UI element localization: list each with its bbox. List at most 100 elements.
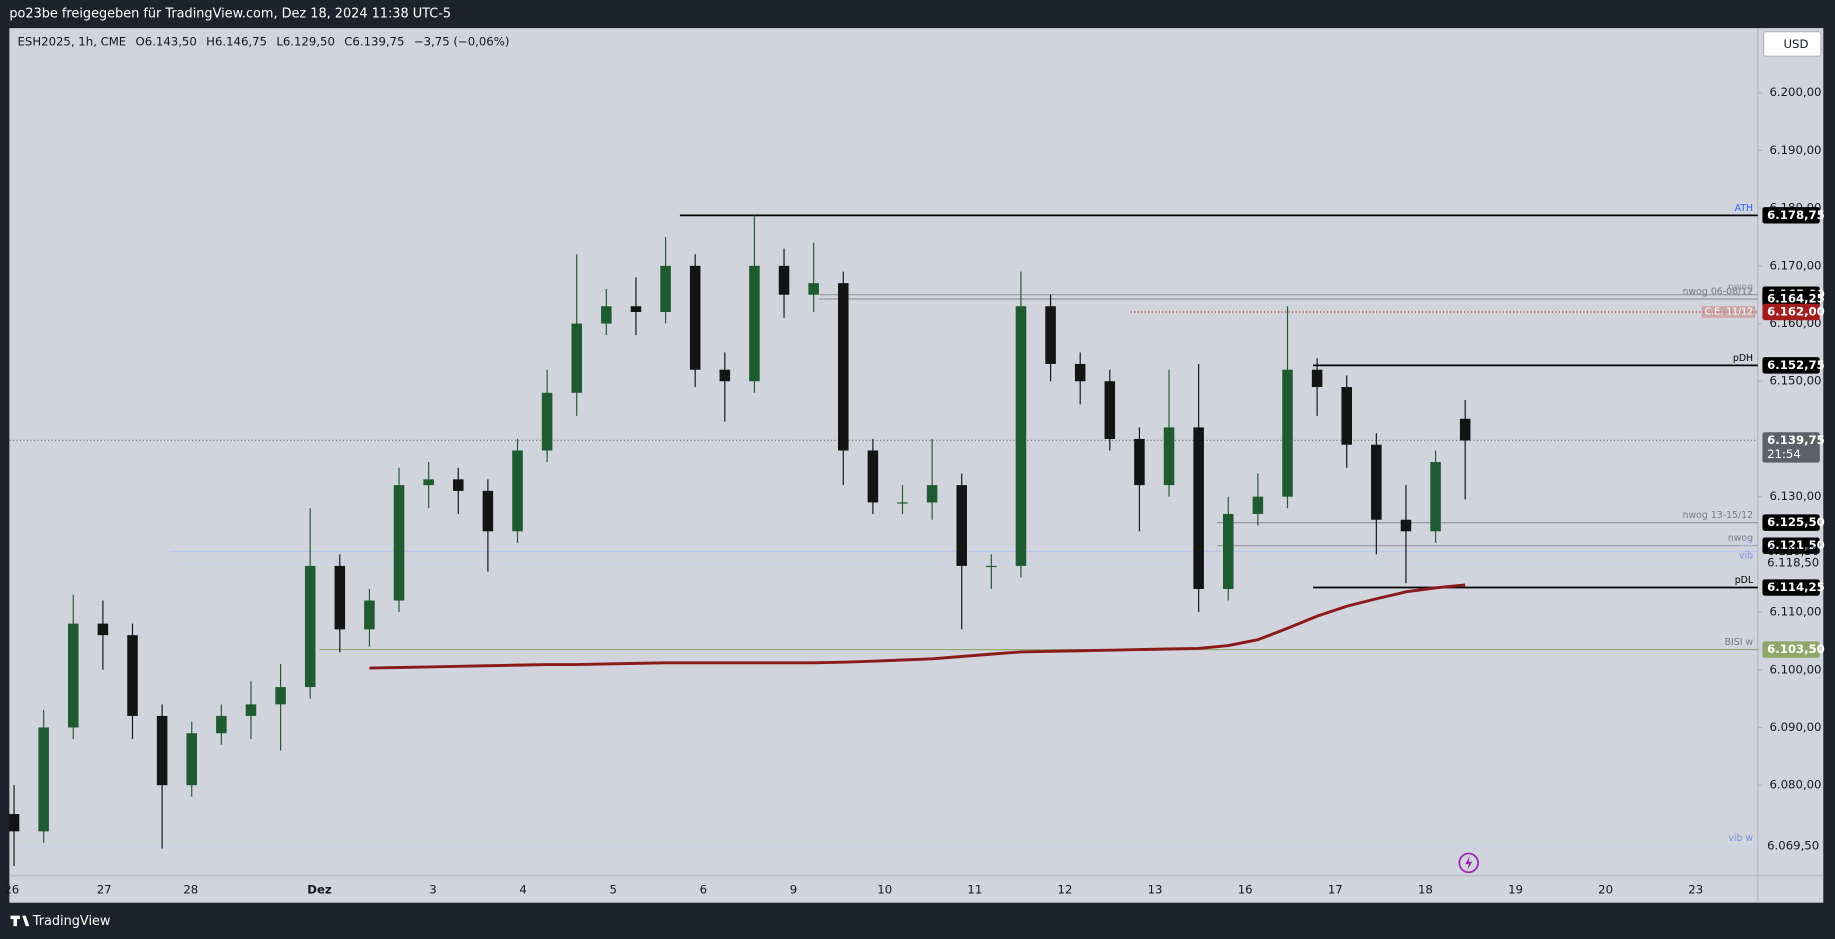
header-item: −3,75 (−0,06%) — [414, 35, 510, 49]
symbol-header: ESH2025, 1h, CME O6.143,50 H6.146,75 L6.129… — [18, 35, 510, 49]
price-tag-label: 6.114,25 — [1767, 580, 1825, 594]
x-tick-label: 10 — [877, 882, 892, 896]
brand: TradingView — [32, 914, 111, 929]
x-tick-label: 27 — [97, 882, 112, 896]
price-tag-label: 6.120,50 — [1767, 544, 1819, 558]
price-tag — [1762, 207, 1820, 224]
x-tick-label: 20 — [1598, 882, 1613, 896]
candle-body — [275, 687, 286, 705]
header-item: ESH2025, 1h, CME — [18, 35, 127, 49]
y-tick-label: 6.170,00 — [1769, 258, 1821, 272]
price-tag — [1762, 641, 1820, 658]
candle-body — [1163, 427, 1175, 486]
x-tick-label: Dez — [307, 882, 332, 896]
y-tick-label: 6.100,00 — [1769, 662, 1821, 676]
alert-icon[interactable] — [1458, 852, 1479, 874]
moving-average — [369, 583, 1466, 670]
level-label: pDH — [1733, 353, 1753, 364]
header-item: H6.146,75 — [206, 35, 267, 49]
candle-body — [512, 450, 523, 532]
price-tag-label: 6.152,75 — [1767, 358, 1825, 372]
currency-button[interactable] — [1763, 31, 1822, 57]
level-label: nwog — [1728, 533, 1753, 544]
x-tick-label: 6 — [700, 882, 707, 896]
candle-body — [1104, 381, 1116, 439]
price-tag — [1762, 357, 1820, 374]
y-tick-label: 6.190,00 — [1769, 143, 1821, 157]
x-tick-label: 19 — [1508, 882, 1523, 896]
level-label: BISI w — [1725, 637, 1754, 648]
x-tick-label: 5 — [610, 882, 617, 896]
x-tick-label: 12 — [1058, 882, 1073, 896]
candle-body — [304, 565, 316, 688]
candle-body — [541, 392, 553, 451]
level-label: vib — [1739, 550, 1753, 561]
candle-body — [1371, 444, 1382, 520]
y-tick-label: 6.080,00 — [1769, 778, 1821, 792]
x-tick-label: 11 — [967, 882, 982, 896]
level-label: ATH — [1735, 203, 1753, 214]
countdown: 21:54 — [1767, 447, 1801, 461]
y-tick-label: 6.150,00 — [1769, 374, 1821, 388]
price-tag-label: 6.125,50 — [1767, 515, 1825, 529]
time-axis — [9, 875, 1824, 903]
candle-body — [1074, 363, 1086, 382]
price-tag-label: 6.069,50 — [1767, 838, 1819, 852]
candle-body — [689, 265, 701, 370]
candle-body — [38, 727, 49, 832]
candle-body — [1252, 496, 1264, 514]
candle-body — [660, 265, 671, 313]
candle-body — [127, 635, 138, 716]
candle-body — [1400, 519, 1412, 532]
candle-body — [453, 479, 464, 491]
price-tag-label: 6.162,00 — [1767, 305, 1825, 319]
logo — [10, 915, 30, 927]
level-label: pDL — [1735, 575, 1754, 586]
last-price-tag — [1762, 432, 1820, 463]
candle-body — [1341, 387, 1352, 445]
candle-body — [838, 283, 849, 451]
candle-body — [986, 565, 997, 568]
candle-body — [926, 485, 938, 503]
y-tick-label: 6.200,00 — [1769, 85, 1821, 99]
candle-body — [8, 814, 20, 832]
candle-body — [1311, 369, 1323, 388]
candle-body — [364, 600, 375, 630]
candle-body — [719, 369, 731, 382]
level-label: nwog 13-15/12 — [1683, 510, 1754, 521]
candle-body — [245, 704, 257, 716]
candle-body — [334, 565, 346, 630]
candle-body — [482, 490, 494, 532]
candle-body — [423, 479, 434, 486]
price-tag-label: 6.103,50 — [1767, 642, 1825, 656]
x-tick-label: 26 — [4, 882, 19, 896]
y-tick-label: 6.090,00 — [1769, 720, 1821, 734]
currency: USD — [1784, 37, 1809, 51]
candle-body — [601, 306, 612, 324]
x-tick-label: 16 — [1238, 882, 1253, 896]
x-tick-label: 17 — [1328, 882, 1343, 896]
candle-body — [156, 715, 168, 786]
candle-body — [1282, 369, 1293, 497]
x-tick-label: 13 — [1148, 882, 1163, 896]
header-item: C6.139,75 — [344, 35, 404, 49]
level-label-bg — [1701, 306, 1756, 318]
candle-body — [68, 623, 79, 728]
price-tag-label: 6.118,50 — [1767, 556, 1819, 570]
candle-body — [1134, 438, 1145, 486]
level-label: nwog — [1728, 282, 1753, 293]
candle-body — [186, 733, 198, 786]
y-tick-label: 6.130,00 — [1769, 489, 1821, 503]
x-tick-label: 9 — [790, 882, 797, 896]
price-tag — [1762, 303, 1820, 321]
candle-body — [97, 623, 109, 636]
x-tick-label: 23 — [1688, 882, 1703, 896]
candle-body — [1045, 306, 1056, 364]
share-text: po23be freigegeben für TradingView.com, … — [9, 7, 451, 22]
candle-body — [956, 485, 967, 566]
candle-body — [808, 283, 819, 295]
candle-body — [393, 485, 405, 601]
